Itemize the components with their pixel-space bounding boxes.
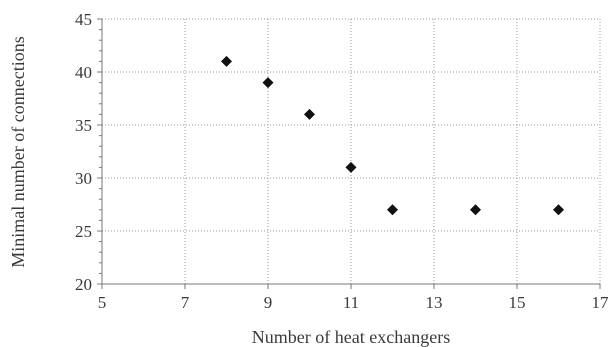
x-tick-label: 15 — [509, 293, 526, 312]
x-tick-label: 7 — [181, 293, 190, 312]
x-axis-ticks: 5 7 9 11 13 15 17 — [98, 284, 609, 312]
data-point-diamond — [304, 108, 315, 120]
data-point-diamond — [262, 77, 274, 89]
y-tick-label: 20 — [75, 275, 92, 294]
x-tick-label: 11 — [343, 293, 359, 312]
data-point-diamond — [345, 161, 357, 173]
y-tick-label: 35 — [75, 116, 92, 135]
x-tick-label: 5 — [98, 293, 107, 312]
y-axis-ticks: 20 25 30 35 40 45 — [75, 10, 102, 294]
y-tick-label: 25 — [75, 222, 92, 241]
y-axis-title: Minimal number of connections — [8, 36, 28, 267]
x-tick-label: 9 — [264, 293, 273, 312]
data-point-diamond — [221, 55, 232, 67]
data-point-diamond — [553, 204, 564, 216]
y-tick-label: 30 — [75, 169, 92, 188]
data-point-diamond — [470, 204, 481, 216]
grid-lines — [102, 18, 601, 284]
y-tick-label: 40 — [75, 63, 92, 82]
x-tick-label: 17 — [592, 293, 610, 312]
x-axis-title: Number of heat exchangers — [252, 327, 450, 347]
y-tick-label: 45 — [75, 10, 92, 29]
x-tick-label: 13 — [426, 293, 443, 312]
data-point-diamond — [387, 204, 398, 216]
data-points — [221, 55, 564, 216]
